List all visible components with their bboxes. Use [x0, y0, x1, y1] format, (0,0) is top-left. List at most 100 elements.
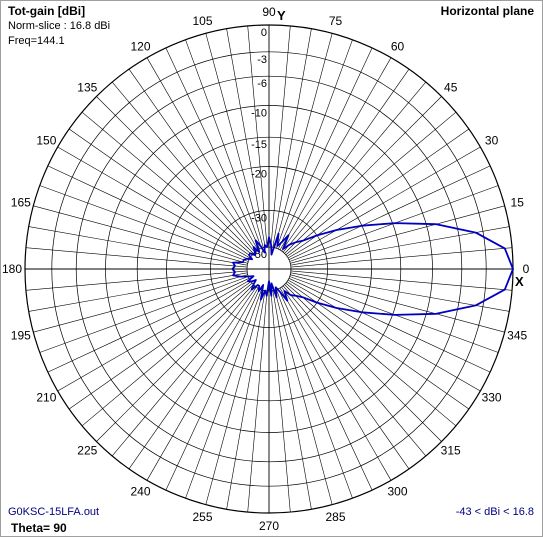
radial-tick-label: -10 [251, 108, 267, 120]
grid-spoke [57, 279, 251, 392]
angle-tick-label: 135 [77, 80, 97, 94]
angle-tick-label: 330 [482, 391, 502, 405]
frequency-label: Freq=144.1 [8, 35, 65, 47]
grid-spoke [165, 47, 260, 250]
grid-spoke [128, 286, 257, 470]
radial-tick-label: 0 [261, 27, 267, 39]
grid-spoke [25, 270, 248, 291]
grid-spoke [290, 226, 510, 266]
radial-tick-label: -15 [251, 139, 267, 151]
angle-tick-label: 270 [259, 519, 279, 533]
grid-spoke [290, 274, 505, 333]
angle-tick-label: 180 [2, 262, 22, 276]
grid-spoke [39, 276, 249, 353]
grid-spoke [96, 96, 254, 254]
angle-tick-label: 240 [130, 485, 150, 499]
grid-spoke [270, 25, 291, 248]
theta-label: Theta= 90 [11, 521, 67, 535]
grid-spoke [205, 33, 264, 248]
grid-spoke [81, 282, 253, 427]
angle-tick-label: 30 [485, 134, 499, 148]
angle-tick-label: 210 [36, 391, 56, 405]
grid-spoke [287, 279, 481, 392]
grid-spoke [288, 278, 491, 373]
grid-spoke [290, 205, 505, 264]
angle-tick-label: 60 [391, 39, 405, 53]
angle-tick-label: 345 [507, 329, 527, 343]
grid-spoke [284, 96, 442, 254]
grid-spoke [272, 290, 312, 510]
grid-spoke [285, 282, 457, 427]
angle-tick-label: 105 [192, 14, 212, 28]
grid-spoke [290, 270, 513, 291]
grid-spoke [81, 111, 253, 256]
grid-spoke [274, 33, 333, 248]
file-name-label: G0KSC-15LFA.out [8, 506, 100, 518]
angle-tick-label: 315 [441, 444, 461, 458]
angle-tick-label: 165 [11, 196, 31, 210]
norm-slice-label: Norm-slice : 16.8 dBi [8, 20, 111, 32]
grid-spoke [28, 272, 248, 312]
grid-spoke [165, 288, 260, 491]
grid-spoke [47, 165, 250, 260]
grid-spoke [28, 226, 248, 266]
angle-tick-label: 0 [523, 262, 530, 276]
angle-tick-label: 15 [511, 196, 525, 210]
grid-spoke [47, 278, 250, 373]
radial-tick-label: -3 [257, 54, 267, 66]
grid-spoke [282, 81, 427, 253]
grid-spoke [284, 284, 442, 442]
angle-tick-label: 255 [192, 510, 212, 524]
grid-spoke [279, 287, 392, 481]
chart-title: Tot-gain [dBi] [8, 4, 86, 18]
angle-tick-label: 45 [444, 80, 458, 94]
grid-spoke [278, 47, 373, 250]
angle-tick-label: 75 [329, 14, 343, 28]
grid-spoke [57, 146, 251, 259]
angle-tick-label: 120 [130, 39, 150, 53]
grid-spoke [96, 284, 254, 442]
grid-spoke [205, 290, 264, 505]
grid-spoke [281, 68, 410, 252]
grid-spoke [290, 272, 510, 312]
grid-spoke [247, 290, 268, 513]
range-label: -43 < dBi < 16.8 [455, 506, 534, 518]
grid-spoke [68, 128, 252, 257]
grid-spoke [272, 28, 312, 248]
grid-spoke [68, 281, 252, 410]
grid-spoke [279, 57, 392, 251]
grid-spoke [290, 247, 513, 268]
grid-spoke [278, 288, 373, 491]
angle-tick-label: 225 [77, 444, 97, 458]
grid-spoke [185, 39, 262, 249]
plane-label: Horizontal plane [440, 4, 534, 18]
angle-tick-label: 300 [387, 485, 407, 499]
y-axis-letter: Y [277, 8, 286, 23]
grid-spoke [276, 289, 353, 499]
grid-spoke [25, 247, 248, 268]
x-axis-letter: X [515, 274, 524, 289]
grid-spoke [146, 57, 259, 251]
grid-spoke [111, 285, 256, 457]
angle-tick-label: 195 [11, 329, 31, 343]
grid-spoke [276, 39, 353, 249]
radiation-pattern-trace [231, 222, 514, 316]
radial-tick-label: -20 [251, 169, 267, 181]
grid-spoke [247, 25, 268, 248]
angle-tick-label: 90 [262, 5, 276, 19]
grid-spoke [287, 146, 481, 259]
grid-spoke [111, 81, 256, 253]
angle-tick-label: 285 [325, 510, 345, 524]
grid-spoke [282, 285, 427, 457]
grid-spoke [285, 111, 457, 256]
radial-tick-label: -30 [251, 212, 267, 224]
radial-tick-label: -6 [257, 78, 267, 90]
grid-spoke [33, 205, 248, 264]
grid-spoke [226, 28, 266, 248]
grid-spoke [39, 185, 249, 262]
grid-spoke [185, 289, 262, 499]
grid-spoke [226, 290, 266, 510]
grid-spoke [270, 290, 291, 513]
grid-spoke [281, 286, 410, 470]
